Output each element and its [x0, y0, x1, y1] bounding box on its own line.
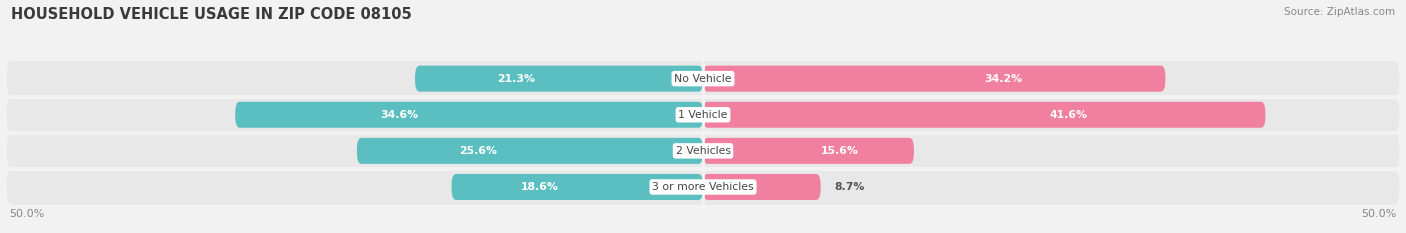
FancyBboxPatch shape: [235, 102, 703, 128]
FancyBboxPatch shape: [415, 66, 703, 92]
Text: 2 Vehicles: 2 Vehicles: [675, 146, 731, 156]
FancyBboxPatch shape: [703, 138, 914, 164]
FancyBboxPatch shape: [7, 133, 1399, 169]
Text: 3 or more Vehicles: 3 or more Vehicles: [652, 182, 754, 192]
FancyBboxPatch shape: [7, 97, 1399, 133]
FancyBboxPatch shape: [357, 138, 703, 164]
FancyBboxPatch shape: [703, 102, 1265, 128]
Text: 41.6%: 41.6%: [1049, 110, 1088, 120]
Text: 34.2%: 34.2%: [984, 74, 1022, 84]
Text: 1 Vehicle: 1 Vehicle: [678, 110, 728, 120]
Text: 15.6%: 15.6%: [821, 146, 859, 156]
Text: Source: ZipAtlas.com: Source: ZipAtlas.com: [1284, 7, 1395, 17]
Text: 8.7%: 8.7%: [834, 182, 865, 192]
FancyBboxPatch shape: [7, 61, 1399, 97]
FancyBboxPatch shape: [703, 66, 1166, 92]
FancyBboxPatch shape: [451, 174, 703, 200]
Text: 25.6%: 25.6%: [458, 146, 498, 156]
FancyBboxPatch shape: [703, 174, 821, 200]
FancyBboxPatch shape: [7, 169, 1399, 205]
Text: 18.6%: 18.6%: [520, 182, 558, 192]
Text: 34.6%: 34.6%: [380, 110, 418, 120]
Text: 21.3%: 21.3%: [496, 74, 534, 84]
Text: HOUSEHOLD VEHICLE USAGE IN ZIP CODE 08105: HOUSEHOLD VEHICLE USAGE IN ZIP CODE 0810…: [11, 7, 412, 22]
Text: No Vehicle: No Vehicle: [675, 74, 731, 84]
